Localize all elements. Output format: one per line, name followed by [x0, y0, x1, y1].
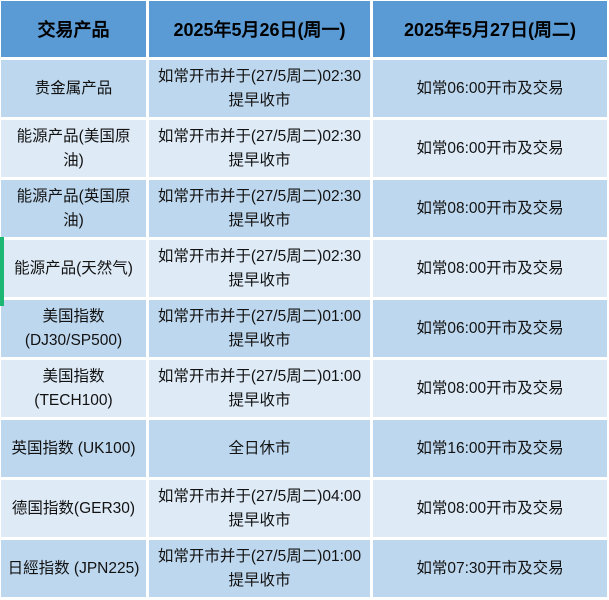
product-cell: 日經指数 (JPN225) [1, 540, 146, 597]
product-cell: 贵金属产品 [1, 60, 146, 117]
header-may27-column: 2025年5月27日(周二) [373, 1, 607, 57]
product-cell: 美国指数(TECH100) [1, 360, 146, 417]
may26-schedule-cell: 如常开市并于(27/5周二)02:30 提早收市 [149, 180, 370, 237]
may26-schedule-cell: 全日休市 [149, 420, 370, 477]
may27-schedule-cell: 如常08:00开市及交易 [373, 180, 607, 237]
may27-schedule-cell: 如常08:00开市及交易 [373, 360, 607, 417]
may27-schedule-cell: 如常16:00开市及交易 [373, 420, 607, 477]
may26-schedule-cell: 如常开市并于(27/5周二)02:30 提早收市 [149, 60, 370, 117]
may27-schedule-cell: 如常08:00开市及交易 [373, 240, 607, 297]
header-product-column: 交易产品 [1, 1, 146, 57]
may27-schedule-cell: 如常08:00开市及交易 [373, 480, 607, 537]
may26-schedule-cell: 如常开市并于(27/5周二)02:30 提早收市 [149, 120, 370, 177]
may27-schedule-cell: 如常06:00开市及交易 [373, 60, 607, 117]
may26-schedule-cell: 如常开市并于(27/5周二)01:00 提早收市 [149, 300, 370, 357]
product-cell: 德国指数(GER30) [1, 480, 146, 537]
may26-schedule-cell: 如常开市并于(27/5周二)04:00 提早收市 [149, 480, 370, 537]
product-cell: 能源产品(美国原油) [1, 120, 146, 177]
product-cell: 能源产品(英国原油) [1, 180, 146, 237]
green-accent-bar [0, 237, 4, 306]
may27-schedule-cell: 如常07:30开市及交易 [373, 540, 607, 597]
header-may26-column: 2025年5月26日(周一) [149, 1, 370, 57]
product-cell: 能源产品(天然气) [1, 240, 146, 297]
may26-schedule-cell: 如常开市并于(27/5周二)01:00 提早收市 [149, 540, 370, 597]
may26-schedule-cell: 如常开市并于(27/5周二)01:00 提早收市 [149, 360, 370, 417]
may27-schedule-cell: 如常06:00开市及交易 [373, 120, 607, 177]
may26-schedule-cell: 如常开市并于(27/5周二)02:30 提早收市 [149, 240, 370, 297]
product-cell: 美国指数 (DJ30/SP500) [1, 300, 146, 357]
product-cell: 英国指数 (UK100) [1, 420, 146, 477]
may27-schedule-cell: 如常06:00开市及交易 [373, 300, 607, 357]
